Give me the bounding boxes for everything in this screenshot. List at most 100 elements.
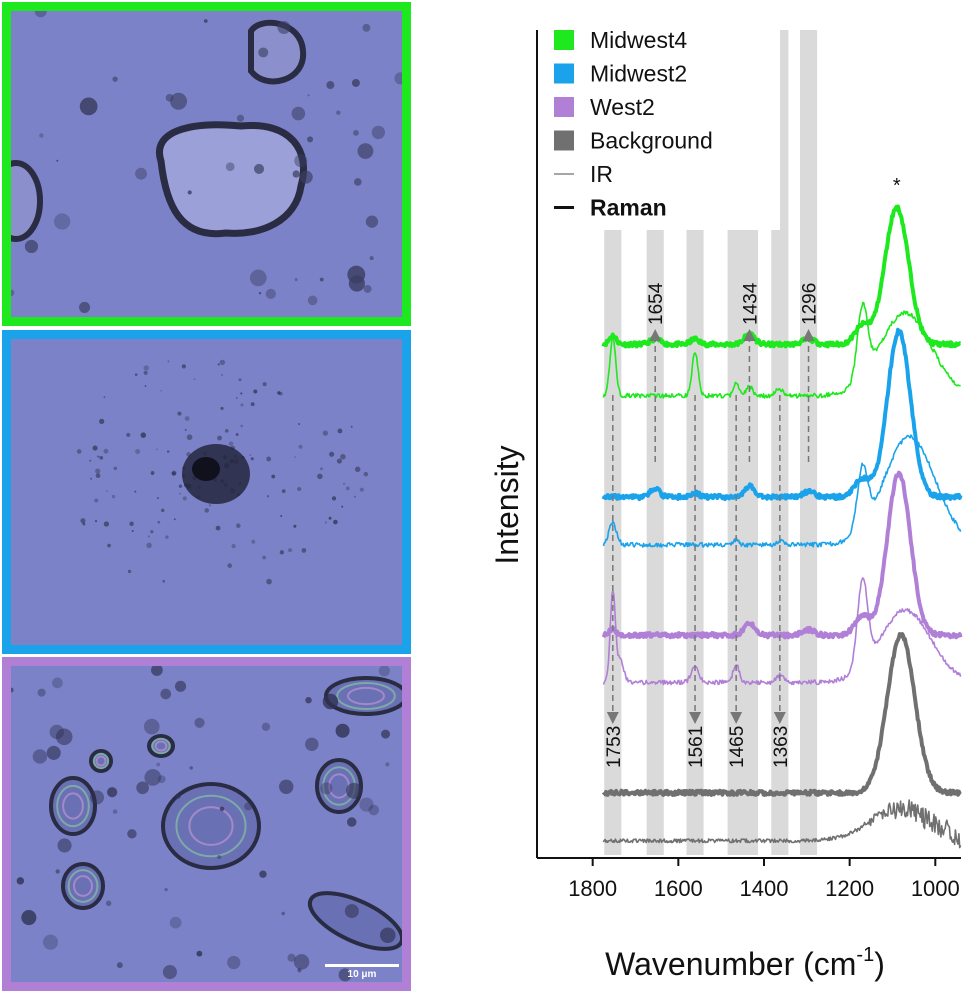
droplet bbox=[259, 870, 267, 878]
particle bbox=[224, 429, 229, 433]
x-ticks: 1800 1600 1400 1200 1000 bbox=[568, 858, 960, 901]
particle bbox=[24, 239, 39, 254]
legend-swatch-midwest4 bbox=[554, 30, 574, 50]
spectra-curves bbox=[601, 204, 963, 849]
scale-bar bbox=[325, 964, 399, 967]
particle bbox=[34, 11, 47, 18]
particle bbox=[277, 21, 291, 34]
droplet bbox=[281, 911, 285, 916]
particle bbox=[56, 159, 59, 162]
particle bbox=[215, 525, 221, 531]
particle bbox=[82, 522, 86, 526]
particle bbox=[150, 470, 155, 475]
particle-core bbox=[192, 457, 220, 481]
droplet bbox=[156, 762, 161, 767]
droplet bbox=[136, 781, 149, 795]
particle bbox=[79, 301, 91, 313]
particle bbox=[253, 163, 265, 175]
particle bbox=[235, 433, 239, 436]
particle bbox=[250, 457, 254, 461]
midwest4-raman-curve bbox=[601, 204, 962, 349]
particle bbox=[363, 284, 372, 293]
particle bbox=[294, 278, 298, 282]
band-1561 bbox=[686, 30, 704, 855]
particle bbox=[208, 504, 212, 507]
particle bbox=[160, 389, 162, 392]
band-label-1654: 1654 bbox=[646, 282, 667, 325]
x-axis-label-main: Wavenumber (cm bbox=[605, 946, 856, 982]
particle bbox=[347, 265, 366, 284]
particle bbox=[236, 114, 245, 122]
particle bbox=[99, 418, 105, 424]
particle bbox=[135, 449, 141, 455]
particle bbox=[362, 23, 371, 32]
particle bbox=[161, 508, 165, 513]
particle bbox=[238, 378, 242, 382]
droplet bbox=[16, 877, 25, 885]
particle bbox=[353, 495, 357, 498]
particle bbox=[150, 530, 154, 534]
particle bbox=[297, 486, 302, 492]
particle bbox=[271, 474, 276, 479]
midwest4-particles bbox=[11, 11, 402, 317]
droplet bbox=[42, 934, 59, 950]
particle bbox=[97, 455, 100, 458]
particle bbox=[262, 382, 267, 387]
legend-label-raman: Raman bbox=[590, 195, 667, 221]
particle bbox=[258, 291, 262, 295]
particle bbox=[336, 458, 342, 464]
particle bbox=[359, 487, 364, 492]
x-axis-label-close: ) bbox=[874, 946, 885, 982]
particle bbox=[111, 494, 116, 499]
droplet bbox=[90, 790, 105, 805]
particle bbox=[353, 178, 362, 186]
particle bbox=[280, 514, 283, 518]
particle bbox=[343, 482, 345, 485]
west2-raman-curve bbox=[601, 470, 963, 640]
particle bbox=[240, 403, 244, 407]
particle bbox=[319, 277, 324, 282]
large-particle bbox=[156, 121, 307, 238]
particle bbox=[157, 520, 161, 524]
droplet bbox=[160, 688, 172, 700]
particle bbox=[320, 467, 323, 471]
particle bbox=[340, 454, 346, 460]
band-1296 bbox=[799, 30, 818, 855]
x-tick-label-1000: 1000 bbox=[911, 876, 960, 901]
droplet bbox=[335, 723, 350, 738]
particle bbox=[171, 471, 176, 476]
droplet bbox=[385, 762, 390, 767]
particle bbox=[258, 47, 269, 58]
droplet bbox=[107, 787, 118, 798]
particle bbox=[151, 472, 154, 475]
particle bbox=[293, 524, 297, 528]
particle bbox=[277, 391, 281, 395]
particle bbox=[307, 94, 310, 97]
particle bbox=[80, 518, 86, 524]
particle bbox=[240, 392, 243, 395]
particle bbox=[135, 167, 147, 180]
droplet bbox=[112, 809, 118, 814]
particle bbox=[394, 72, 402, 85]
particle bbox=[294, 154, 308, 168]
droplet bbox=[57, 838, 72, 853]
particle bbox=[221, 374, 223, 376]
particle bbox=[92, 445, 98, 451]
band-label-1753: 1753 bbox=[604, 726, 625, 768]
droplet bbox=[127, 829, 137, 839]
legend-swatch-west2 bbox=[554, 97, 574, 117]
particle bbox=[322, 430, 328, 436]
particle bbox=[337, 428, 343, 434]
x-tick-label-1800: 1800 bbox=[568, 876, 617, 901]
particle bbox=[363, 471, 369, 477]
x-tick-label-1200: 1200 bbox=[825, 876, 874, 901]
band-label-1363: 1363 bbox=[771, 726, 792, 768]
x-axis-label: Wavenumber (cm-1) bbox=[605, 944, 885, 982]
particle bbox=[279, 550, 284, 555]
particle bbox=[182, 496, 187, 501]
droplet bbox=[287, 953, 296, 962]
midwest2-raman-curve bbox=[601, 327, 963, 502]
droplet bbox=[52, 677, 63, 689]
legend-label-west2: West2 bbox=[590, 94, 655, 120]
droplet bbox=[97, 896, 102, 901]
